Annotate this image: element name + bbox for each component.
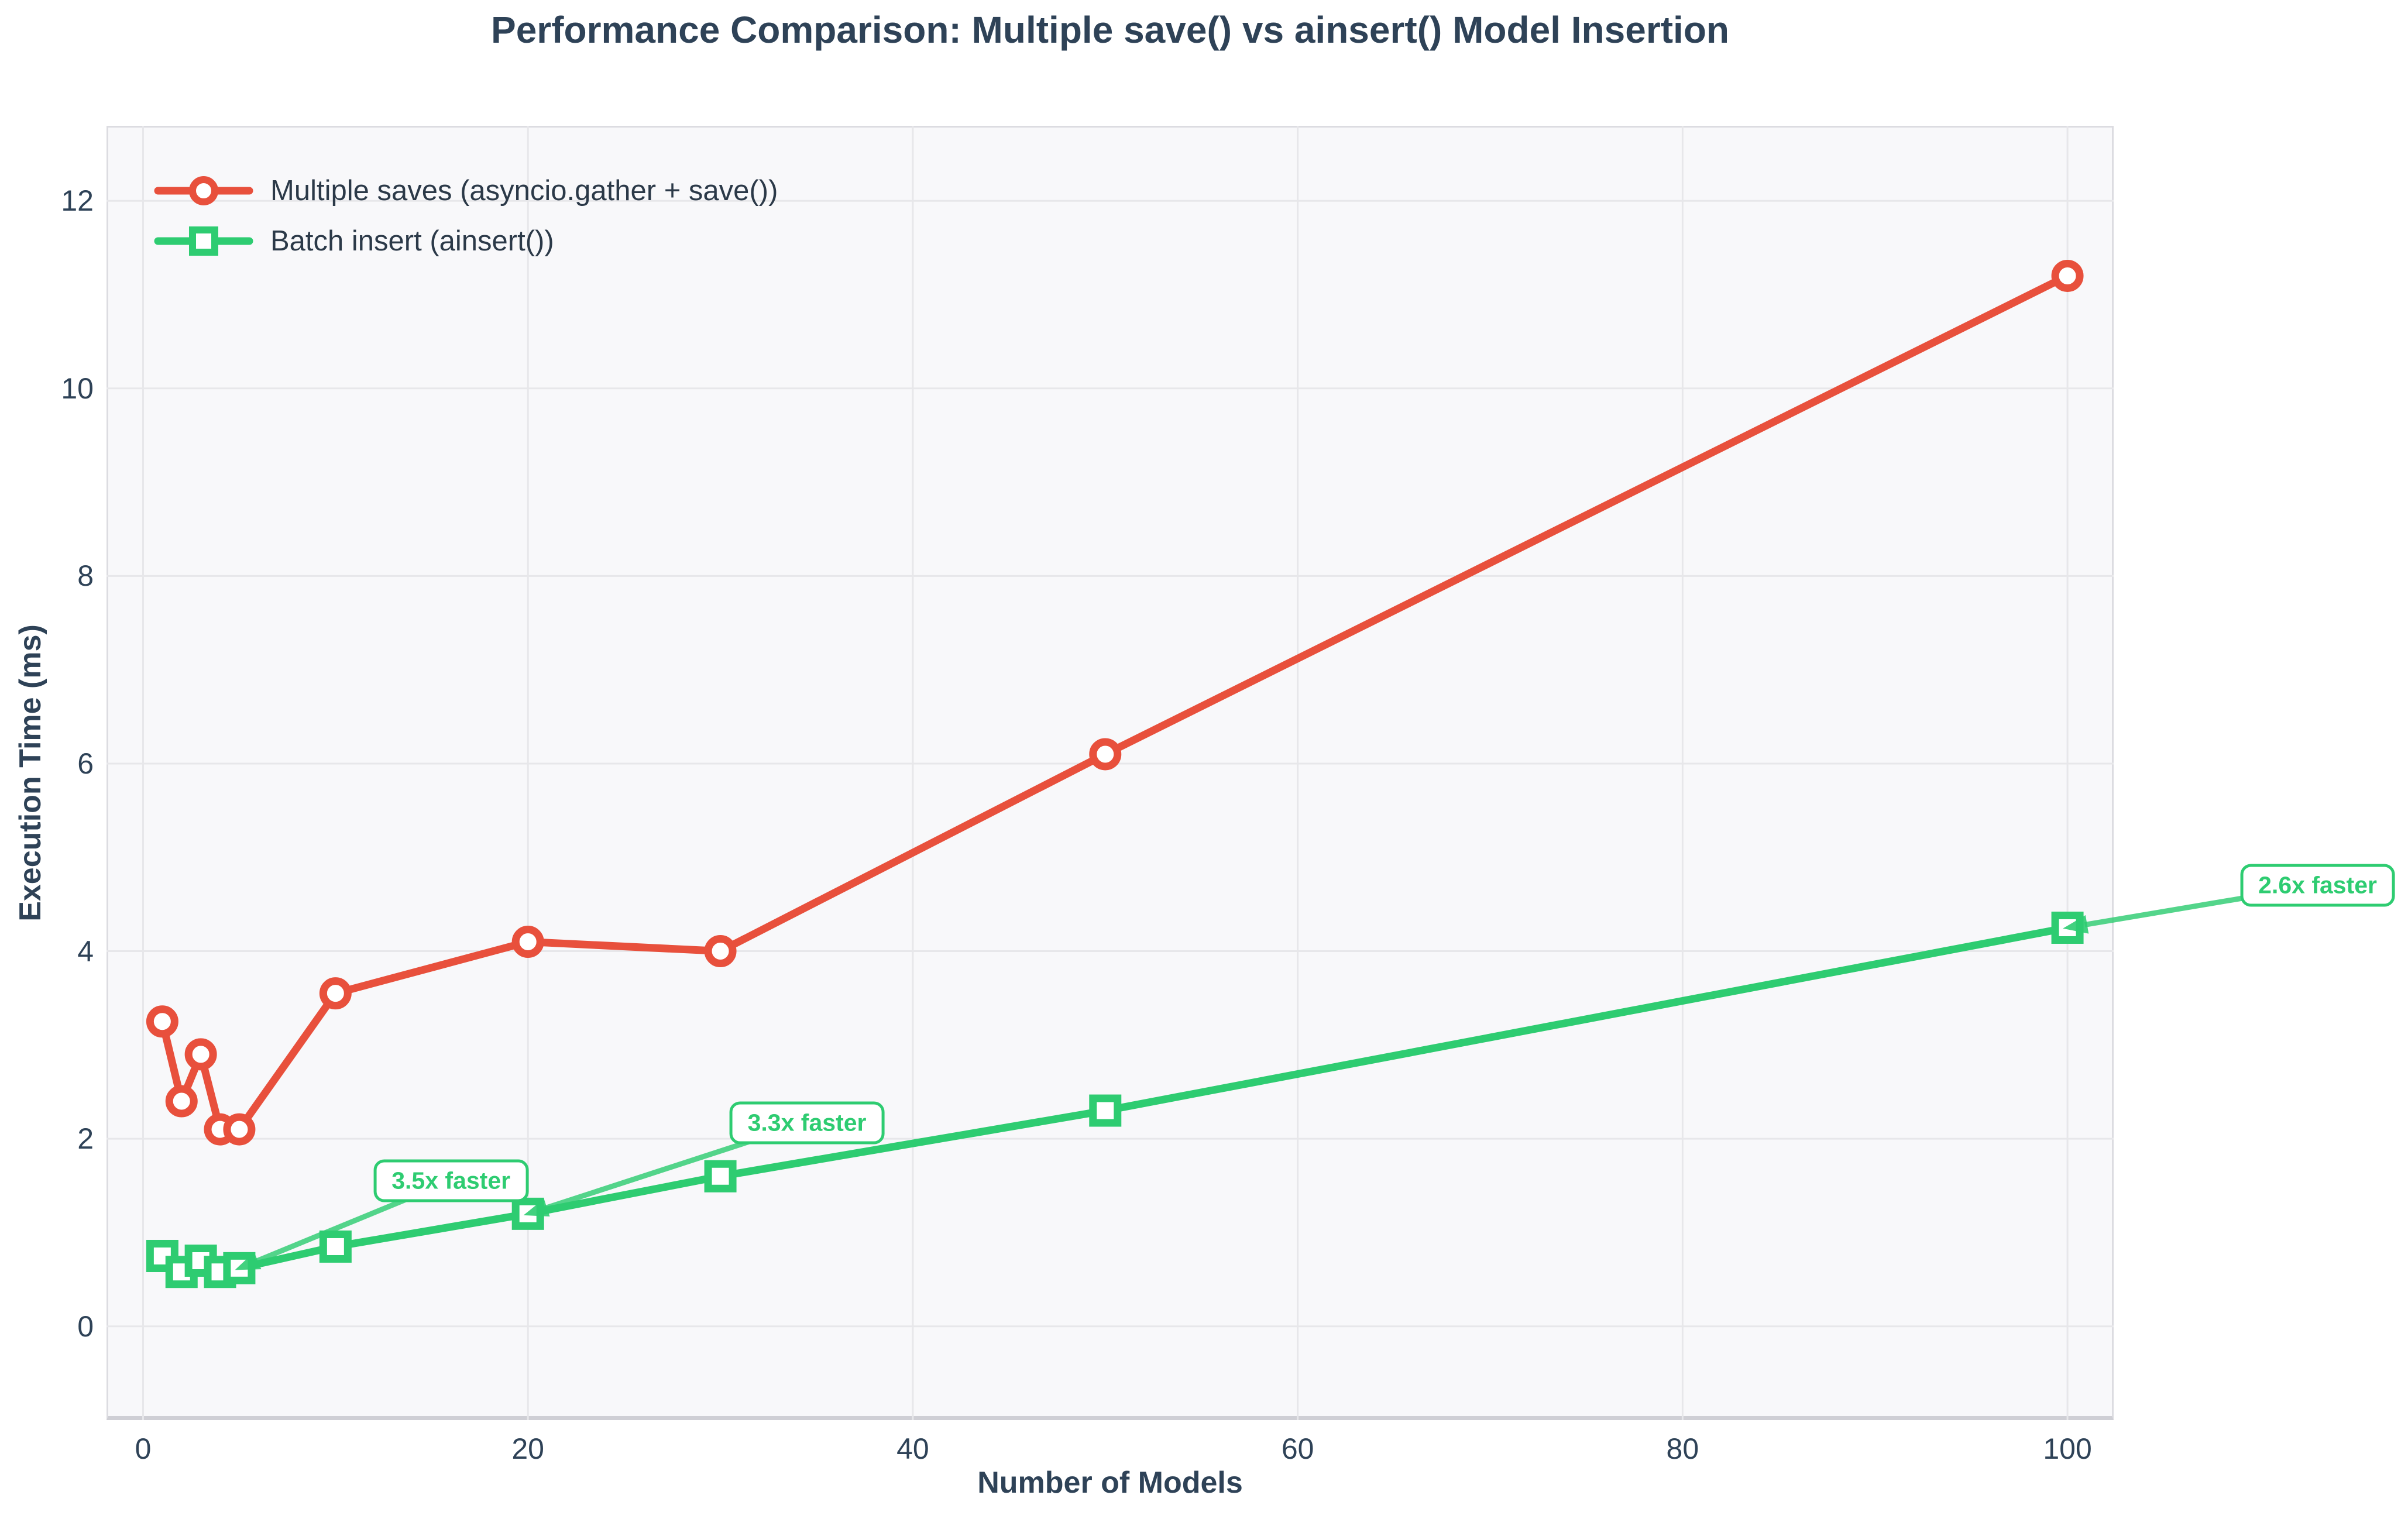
y-tick-label: 4: [77, 934, 94, 968]
annotation-box: 3.5x faster: [373, 1159, 529, 1202]
legend-circle-marker-icon: [154, 176, 253, 205]
legend-label: Batch insert (ainsert()): [270, 225, 554, 257]
y-tick-label: 12: [61, 184, 94, 218]
y-tick-label: 6: [77, 747, 94, 780]
x-tick-label: 40: [896, 1432, 929, 1465]
x-tick-label: 80: [1666, 1432, 1699, 1465]
annotation-box: 2.6x faster: [2240, 864, 2396, 907]
legend-label: Multiple saves (asyncio.gather + save()): [270, 175, 778, 207]
legend-item-multiple-saves[interactable]: Multiple saves (asyncio.gather + save()): [153, 173, 778, 208]
chart-title: Performance Comparison: Multiple save() …: [491, 9, 1729, 51]
legend-item-batch-insert[interactable]: Batch insert (ainsert()): [153, 224, 778, 259]
x-tick-label: 0: [135, 1432, 152, 1465]
annotation-box: 3.3x faster: [729, 1101, 885, 1145]
y-tick-label: 10: [61, 372, 94, 405]
x-axis-title: Number of Models: [977, 1466, 1243, 1500]
x-tick-label: 100: [2043, 1432, 2092, 1465]
x-tick-label: 60: [1281, 1432, 1314, 1465]
x-tick-label: 20: [511, 1432, 544, 1465]
legend-square-marker-icon: [154, 226, 253, 256]
y-tick-label: 0: [77, 1310, 94, 1343]
legend: Multiple saves (asyncio.gather + save())…: [153, 173, 778, 259]
y-tick-label: 8: [77, 559, 94, 593]
y-tick-label: 2: [77, 1122, 94, 1156]
plot-area[interactable]: [107, 126, 2114, 1420]
